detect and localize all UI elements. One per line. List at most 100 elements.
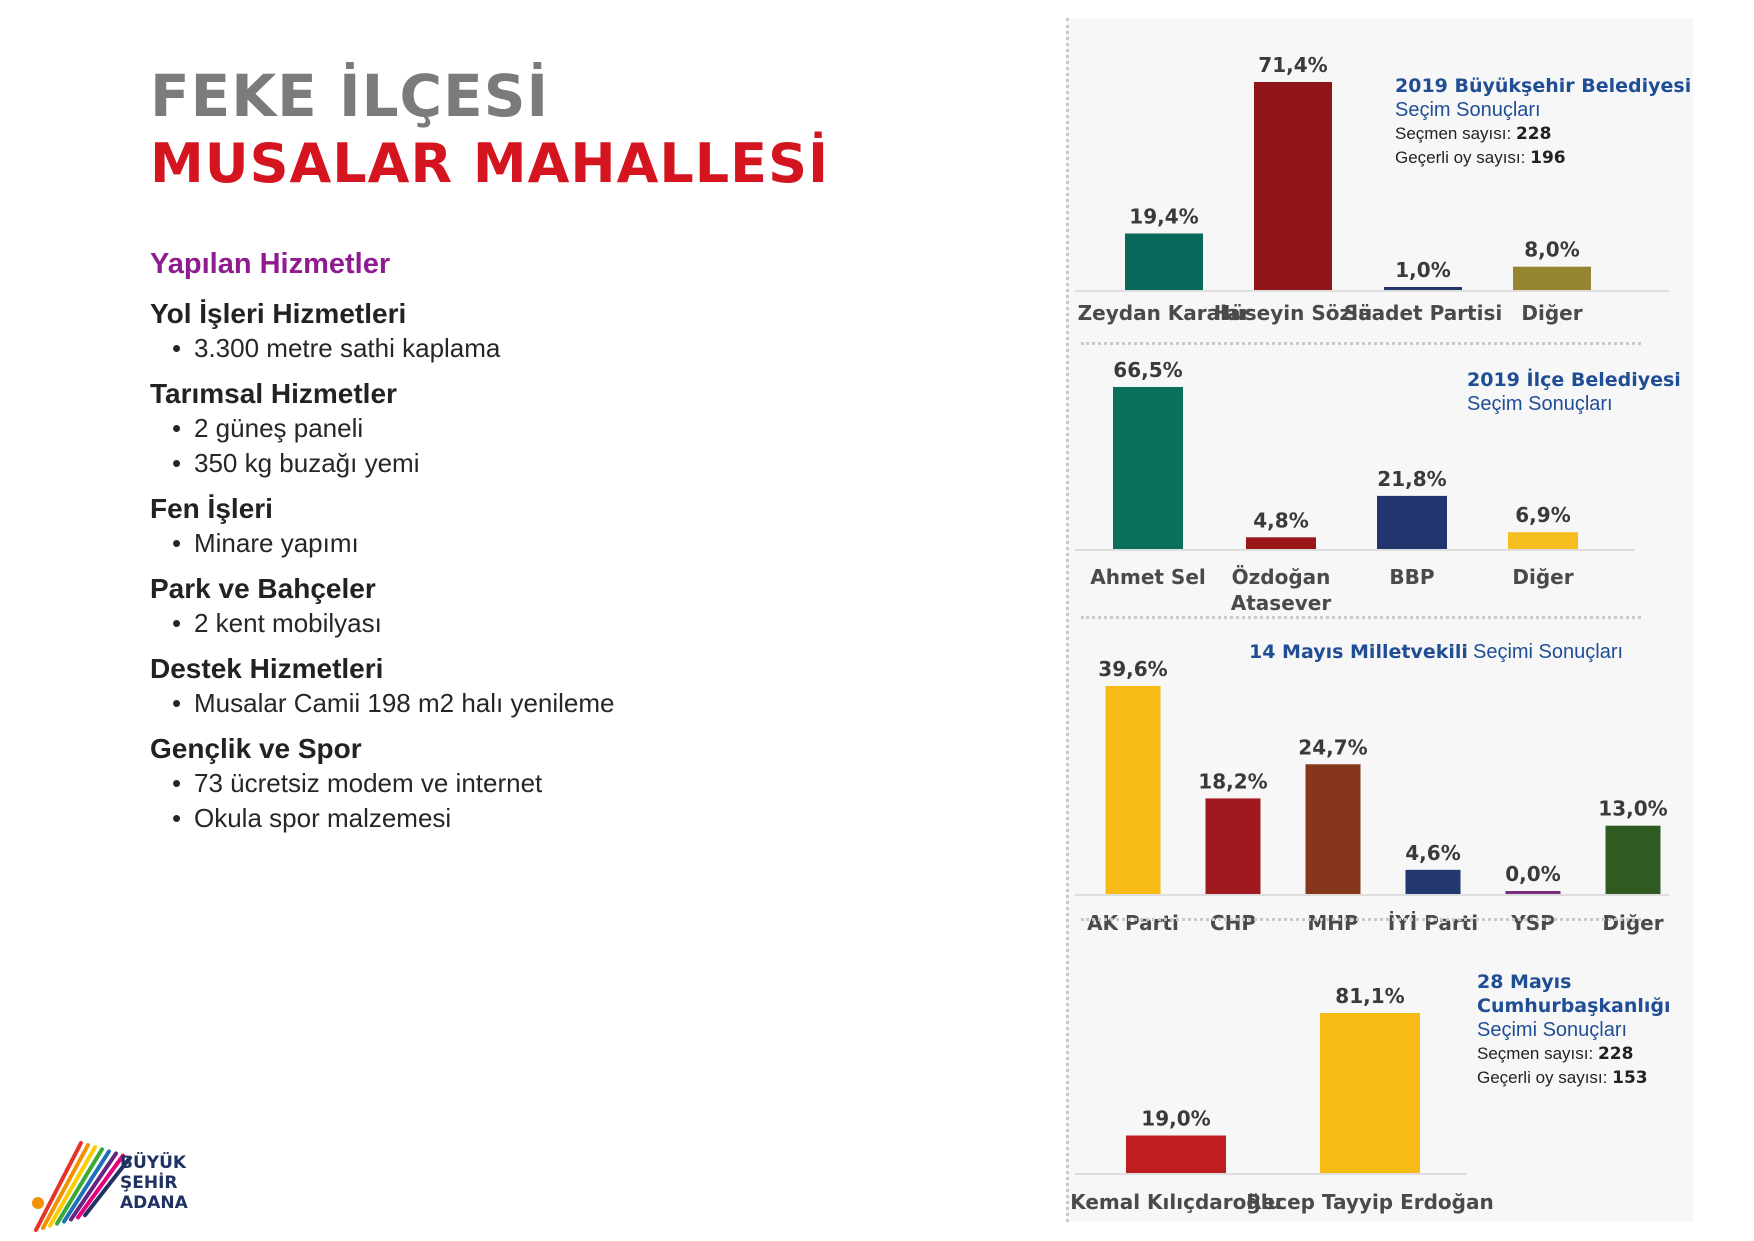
service-category-title: Yol İşleri Hizmetleri	[150, 298, 407, 329]
service-items: 2 kent mobilyası	[150, 606, 870, 641]
separator-1	[1081, 342, 1641, 345]
separator-2	[1081, 616, 1641, 619]
chart-3-bar	[1205, 798, 1261, 894]
service-items: Minare yapımı	[150, 526, 870, 561]
chart-1-bar	[1513, 266, 1591, 290]
logo-line-2: ŞEHİR	[120, 1173, 178, 1193]
service-category-title: Destek Hizmetleri	[150, 653, 384, 684]
service-items: 2 güneş paneli350 kg buzağı yemi	[150, 411, 870, 481]
chart-4-category-label: Recep Tayyip Erdoğan	[1246, 1190, 1493, 1214]
chart-2-title: 2019 İlçe Belediyesi	[1467, 369, 1681, 391]
service-items: Musalar Camii 198 m2 halı yenileme	[150, 686, 870, 721]
services-heading: Yapılan Hizmetler	[150, 248, 391, 280]
left-content: FEKE İLÇESİ MUSALAR MAHALLESİ Yapılan Hi…	[0, 0, 1060, 1241]
service-item: 73 ücretsiz modem ve internet	[150, 766, 870, 801]
service-items: 73 ücretsiz modem ve internetOkula spor …	[150, 766, 870, 836]
chart-3-category-label: MHP	[1307, 911, 1358, 935]
logo-stripes-icon	[32, 1141, 132, 1232]
chart-2-value-label: 4,8%	[1253, 508, 1308, 532]
service-category-title: Tarımsal Hizmetler	[150, 378, 397, 409]
chart-1-bar	[1125, 233, 1203, 290]
chart-3-category-label: Diğer	[1602, 911, 1663, 935]
title-district: FEKE İLÇESİ	[150, 62, 550, 130]
chart-2-category-label: Ahmet Sel	[1090, 565, 1205, 589]
chart-3-legend: 14 Mayıs Milletvekili Seçimi Sonuçları	[1249, 640, 1623, 664]
chart-3-bar	[1305, 764, 1361, 894]
logo-stripe	[62, 1149, 111, 1224]
service-items: 3.300 metre sathi kaplama	[150, 331, 870, 366]
chart-1-voters: Seçmen sayısı: 228	[1395, 124, 1552, 144]
chart-4-bar	[1126, 1135, 1226, 1173]
logo-stripe	[69, 1151, 118, 1222]
chart-3-category-label: AK Parti	[1087, 911, 1179, 935]
chart-1-value-label: 71,4%	[1258, 53, 1327, 77]
chart-3-value-label: 24,7%	[1298, 735, 1367, 759]
chart-1-category-label: Zeydan Karalar	[1078, 301, 1251, 325]
chart-1-category-label: Saadet Partisi	[1344, 301, 1502, 325]
chart-4-category-label: Kemal Kılıçdaroğlu	[1070, 1190, 1282, 1214]
title-neighborhood: MUSALAR MAHALLESİ	[150, 132, 830, 195]
chart-3-bar	[1105, 686, 1161, 894]
logo-stripe	[83, 1155, 132, 1218]
chart-4-title: 28 Mayıs Cumhurbaşkanlığı	[1477, 971, 1671, 1017]
logo-stripe	[55, 1147, 104, 1226]
buyuksehir-adana-logo: BÜYÜK ŞEHİR ADANA	[26, 1135, 216, 1235]
chart-1-value-label: 19,4%	[1129, 204, 1198, 228]
chart-3-bar	[1505, 891, 1561, 894]
chart-2-value-label: 21,8%	[1377, 467, 1446, 491]
chart-1-valid-votes: Geçerli oy sayısı: 196	[1395, 148, 1566, 168]
chart-1-category-label: Diğer	[1521, 301, 1582, 325]
chart-1-subtitle: Seçim Sonuçları	[1395, 99, 1541, 121]
chart-2-bar	[1508, 532, 1578, 549]
chart-2-value-label: 66,5%	[1113, 358, 1182, 382]
logo-stripe	[76, 1153, 125, 1220]
chart-4-bar	[1320, 1013, 1420, 1173]
chart-4-value-label: 19,0%	[1141, 1107, 1210, 1131]
chart-3-category-label: CHP	[1210, 911, 1256, 935]
logo-line-3: ADANA	[120, 1193, 188, 1213]
chart-2-category-label: Diğer	[1512, 565, 1573, 589]
chart-3-bar	[1405, 869, 1461, 894]
chart-1-legend: 2019 Büyükşehir Belediyesi Seçim Sonuçla…	[1395, 74, 1691, 170]
chart-4-valid-votes: Geçerli oy sayısı: 153	[1477, 1068, 1648, 1088]
chart-3-value-label: 13,0%	[1598, 797, 1667, 821]
chart-2-bar	[1377, 495, 1447, 549]
logo-line-1: BÜYÜK	[120, 1153, 187, 1173]
chart-3-category-label: YSP	[1510, 911, 1555, 935]
chart-3-value-label: 18,2%	[1198, 769, 1267, 793]
logo-stripe	[41, 1143, 90, 1230]
chart-2-category-label: Özdoğan Atasever	[1231, 565, 1332, 615]
chart-3-title: 14 Mayıs Milletvekili	[1249, 641, 1468, 663]
service-item: Minare yapımı	[150, 526, 870, 561]
services-list: Yol İşleri Hizmetleri3.300 metre sathi k…	[150, 297, 870, 847]
service-item: 350 kg buzağı yemi	[150, 446, 870, 481]
chart-2-category-label: BBP	[1389, 565, 1434, 589]
chart-3-value-label: 4,6%	[1405, 841, 1460, 865]
separator-3	[1081, 918, 1641, 921]
logo-stripe	[34, 1141, 83, 1232]
chart-2-subtitle: Seçim Sonuçları	[1467, 393, 1613, 415]
chart-1-value-label: 1,0%	[1395, 258, 1450, 282]
service-category-title: Park ve Bahçeler	[150, 573, 376, 604]
chart-1-title: 2019 Büyükşehir Belediyesi	[1395, 75, 1692, 97]
service-item: Musalar Camii 198 m2 halı yenileme	[150, 686, 870, 721]
chart-1-category-label: Hüseyin Sözlü	[1214, 301, 1372, 325]
service-category-title: Gençlik ve Spor	[150, 733, 362, 764]
chart-3-bar	[1605, 825, 1661, 894]
chart-3-value-label: 0,0%	[1505, 862, 1560, 886]
chart-1-bar	[1384, 287, 1462, 290]
chart-2-value-label: 6,9%	[1515, 503, 1570, 527]
service-item: Okula spor malzemesi	[150, 801, 870, 836]
chart-2-bar	[1246, 537, 1316, 549]
chart-1-value-label: 8,0%	[1524, 238, 1579, 262]
election-results-panel: 19,4% Zeydan Karalar 71,4% Hüseyin Sözlü 1,0…	[1066, 18, 1693, 1222]
chart-4-value-label: 81,1%	[1335, 984, 1404, 1008]
service-item: 3.300 metre sathi kaplama	[150, 331, 870, 366]
chart-4-subtitle: Seçimi Sonuçları	[1477, 1019, 1628, 1041]
chart-3-category-label: İYİ Parti	[1388, 911, 1478, 935]
chart-2-bar	[1113, 387, 1183, 549]
chart-2-legend: 2019 İlçe Belediyesi Seçim Sonuçları	[1467, 368, 1681, 416]
chart-4-legend: 28 Mayıs Cumhurbaşkanlığı Seçimi Sonuçla…	[1477, 970, 1671, 1090]
election-charts: 19,4% Zeydan Karalar 71,4% Hüseyin Sözlü 1,0…	[1070, 53, 1669, 1214]
chart-3-value-label: 39,6%	[1098, 657, 1167, 681]
